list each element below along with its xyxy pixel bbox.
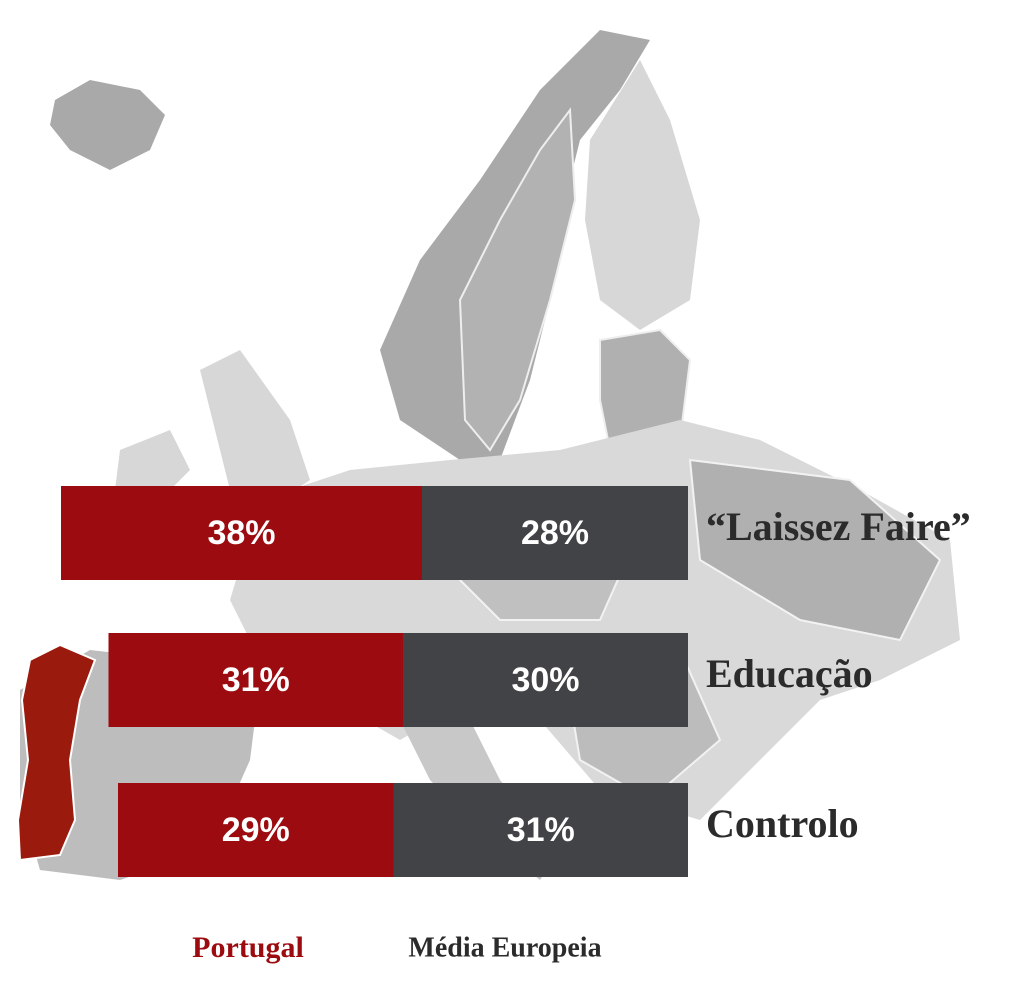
bar-value-label: 28% [521,514,589,552]
bar-value-label: 31% [507,811,575,849]
bar-segment [61,486,422,580]
bar-value-label: 29% [222,811,290,849]
bar-segment [108,633,403,727]
bar-segment [422,486,688,580]
bars: 38% 28% “Laissez Faire” 31% 30% Educação 29% 31… [61,486,971,877]
category-label: Controlo [706,801,859,846]
legend-label: Média Europeia [408,932,601,963]
map-background [16,30,960,880]
bar-segment [118,783,394,877]
bar-value-label: 30% [511,661,579,699]
bar-value-label: 38% [207,514,275,552]
category-label: “Laissez Faire” [706,504,971,549]
bar-value-label: 31% [222,661,290,699]
legend-label: Portugal [192,931,304,964]
bar-segment [393,783,688,877]
bar-segment [403,633,688,727]
category-label: Educação [706,651,873,696]
